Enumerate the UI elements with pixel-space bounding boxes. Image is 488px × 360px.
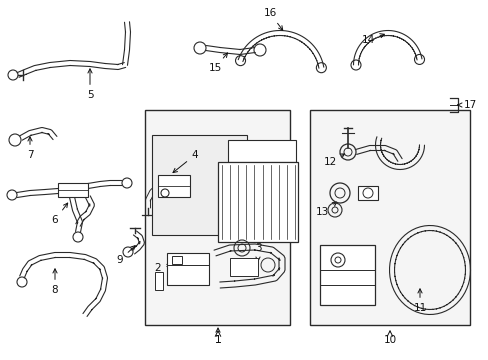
Text: 2: 2 <box>154 263 171 273</box>
Text: 15: 15 <box>208 53 227 73</box>
Bar <box>167 253 208 285</box>
Text: 11: 11 <box>412 289 426 313</box>
Text: 1: 1 <box>214 335 221 345</box>
Bar <box>158 175 190 197</box>
Bar <box>309 110 469 325</box>
Bar <box>319 245 374 305</box>
Bar <box>145 110 289 325</box>
Bar <box>155 272 163 290</box>
Bar <box>152 135 246 235</box>
Text: 8: 8 <box>52 269 58 295</box>
Text: 6: 6 <box>52 203 67 225</box>
Text: 14: 14 <box>361 34 384 45</box>
Bar <box>172 256 182 264</box>
Text: 1: 1 <box>214 328 221 345</box>
Text: 9: 9 <box>117 246 135 265</box>
Text: 13: 13 <box>315 202 336 217</box>
Text: 10: 10 <box>383 335 396 345</box>
Bar <box>218 162 297 242</box>
Text: 17: 17 <box>457 100 476 110</box>
Text: 4: 4 <box>173 150 198 172</box>
Text: 1: 1 <box>214 335 221 345</box>
Text: 12: 12 <box>323 154 344 167</box>
Bar <box>357 186 377 200</box>
Bar <box>229 258 258 276</box>
Text: 5: 5 <box>86 69 93 100</box>
Bar <box>227 140 295 162</box>
Bar <box>58 183 88 197</box>
Text: 7: 7 <box>27 137 33 160</box>
Text: 16: 16 <box>263 8 282 30</box>
Text: 3: 3 <box>254 243 261 261</box>
